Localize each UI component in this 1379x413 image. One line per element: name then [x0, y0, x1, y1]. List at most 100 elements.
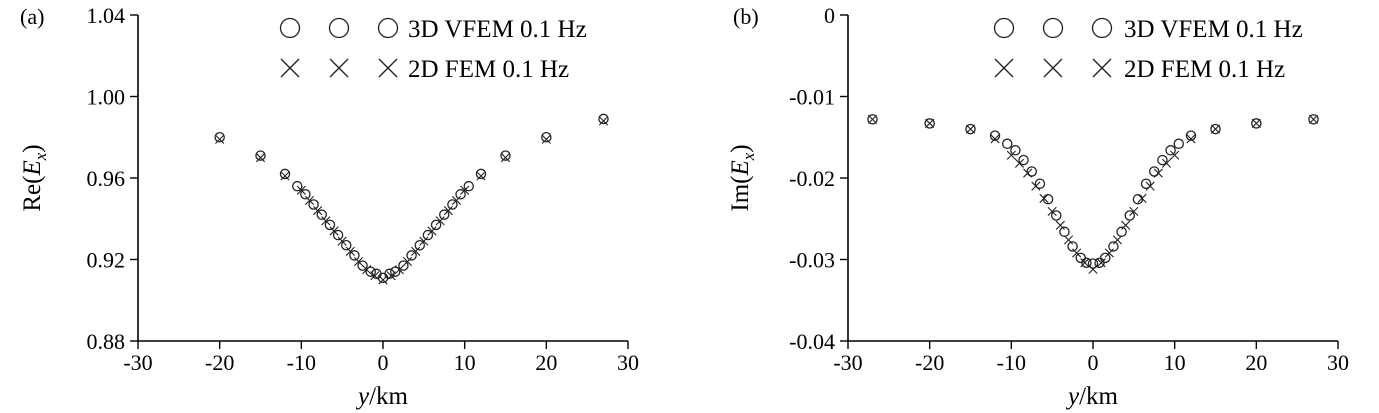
data-point-circle	[1173, 138, 1185, 150]
data-point-circle	[389, 266, 401, 277]
data-point-cross	[541, 134, 551, 144]
data-point-cross	[925, 118, 935, 128]
x-tick-label: -30	[833, 350, 862, 375]
data-point-cross	[362, 265, 372, 275]
data-point-circle	[989, 130, 1001, 141]
data-point-cross	[394, 265, 404, 275]
data-point-cross	[1088, 264, 1098, 274]
data-point-cross	[451, 195, 462, 206]
data-point-circle	[291, 180, 303, 192]
data-point-circle	[1210, 123, 1221, 135]
data-point-circle	[924, 118, 935, 129]
data-point-circle	[1051, 210, 1062, 221]
x-tick-label: 30	[617, 350, 639, 375]
data-point-circle	[384, 268, 395, 280]
x-tick-label: -10	[287, 350, 316, 375]
legend-cross-marker	[994, 58, 1014, 78]
data-point-circle	[867, 114, 878, 125]
data-point-circle	[475, 168, 487, 180]
data-point-cross	[427, 226, 437, 236]
legend-label: 2D FEM 0.1 Hz	[408, 56, 569, 83]
data-point-cross	[255, 153, 266, 163]
data-point-circle	[455, 189, 466, 200]
data-point-circle	[1308, 114, 1319, 125]
data-point-circle	[1116, 226, 1127, 238]
data-point-cross	[1055, 220, 1065, 230]
data-point-cross	[476, 171, 486, 181]
data-point-cross	[1104, 248, 1114, 258]
data-point-circle	[255, 150, 266, 161]
legend-circle-marker	[377, 17, 399, 39]
data-point-circle	[349, 250, 360, 261]
data-point-circle	[422, 229, 434, 241]
legend-label: 3D VFEM 0.1 Hz	[1124, 16, 1303, 43]
data-point-cross	[1047, 206, 1057, 217]
data-point-circle	[1100, 252, 1111, 264]
data-point-circle	[357, 260, 368, 271]
data-point-cross	[1186, 134, 1196, 144]
data-point-circle	[308, 199, 319, 210]
data-point-cross	[370, 271, 380, 281]
x-tick-label: -10	[997, 350, 1026, 375]
data-point-circle	[1010, 145, 1021, 156]
data-point-cross	[1096, 258, 1106, 268]
data-point-circle	[1140, 178, 1152, 189]
y-axis-title: Re(Ex)	[19, 144, 50, 211]
data-point-cross	[1006, 150, 1016, 160]
y-tick-label: 0.92	[87, 248, 126, 273]
data-point-cross	[1153, 168, 1163, 178]
data-point-cross	[1210, 124, 1221, 134]
legend-circle-marker	[279, 17, 301, 39]
data-point-cross	[321, 216, 331, 226]
legend-cross-marker	[280, 58, 300, 78]
data-point-cross	[1145, 181, 1155, 191]
y-tick-label: 1.00	[87, 85, 126, 110]
y-tick-label: 1.04	[87, 3, 126, 28]
data-point-cross	[329, 226, 339, 236]
data-point-cross	[304, 195, 315, 206]
data-point-circle	[340, 239, 352, 251]
data-point-circle	[500, 150, 511, 161]
y-tick-label: 0.96	[87, 166, 126, 191]
data-point-cross	[296, 185, 306, 195]
data-point-circle	[1059, 226, 1070, 238]
data-point-cross	[1023, 168, 1033, 178]
y-tick-label: 0	[824, 3, 835, 28]
data-point-circle	[1251, 118, 1262, 129]
y-tick-label: -0.01	[789, 85, 835, 110]
data-point-cross	[1161, 158, 1172, 168]
data-point-circle	[1185, 130, 1197, 141]
x-tick-label: 0	[1088, 350, 1099, 375]
y-tick-label: -0.03	[789, 248, 835, 273]
x-tick-label: 20	[1245, 350, 1267, 375]
data-point-cross	[1112, 235, 1123, 245]
x-tick-label: 30	[1327, 350, 1349, 375]
data-point-circle	[598, 113, 609, 125]
data-point-circle	[1149, 166, 1160, 177]
data-point-cross	[1080, 258, 1090, 268]
data-point-circle	[365, 266, 376, 277]
data-point-cross	[1063, 235, 1074, 245]
data-point-circle	[300, 189, 311, 200]
data-point-circle	[1075, 252, 1087, 264]
data-point-cross	[215, 134, 225, 144]
x-tick-label: 0	[378, 350, 389, 375]
data-point-cross	[1014, 158, 1025, 168]
data-point-cross	[965, 124, 976, 134]
data-point-cross	[378, 275, 388, 285]
data-point-cross	[386, 271, 396, 281]
data-point-cross	[345, 246, 355, 256]
panel-tag: (a)	[20, 4, 44, 29]
legend-circle-marker	[993, 17, 1015, 39]
x-tick-label: -20	[915, 350, 944, 375]
data-point-circle	[1002, 138, 1013, 150]
legend-circle-marker	[1042, 17, 1064, 39]
data-point-circle	[1087, 258, 1099, 269]
data-point-cross	[1137, 193, 1147, 203]
panel-tag: (b)	[733, 4, 759, 29]
legend-cross-marker	[1043, 58, 1063, 78]
data-point-circle	[332, 229, 344, 241]
data-point-cross	[1039, 193, 1049, 203]
data-point-circle	[377, 272, 389, 284]
legend-circle-marker	[1091, 17, 1113, 39]
